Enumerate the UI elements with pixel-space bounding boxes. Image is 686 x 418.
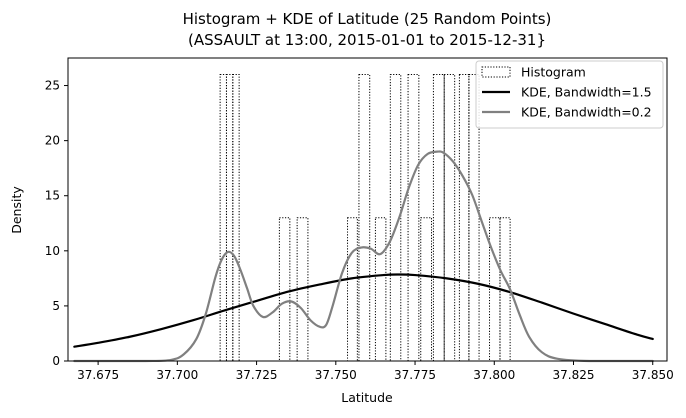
- legend-entry-label: KDE, Bandwidth=0.2: [521, 105, 652, 120]
- legend-entry-label: Histogram: [521, 65, 586, 80]
- histogram-bar: [219, 74, 227, 362]
- legend-box: [475, 60, 664, 129]
- histogram-bar: [278, 217, 291, 362]
- x-tick-label: 37.675: [77, 368, 119, 382]
- y-tick-label: 10: [45, 244, 60, 258]
- x-tick-label: 37.850: [632, 368, 674, 382]
- y-tick-label: 0: [52, 354, 60, 368]
- plot-frame: [67, 57, 668, 362]
- histogram-bar: [374, 217, 387, 362]
- kde-line-bandwidth-1-5: [73, 273, 654, 348]
- x-axis-label: Latitude: [341, 390, 393, 405]
- x-tick-label: 37.750: [315, 368, 357, 382]
- histogram-bar: [443, 74, 456, 362]
- y-tick-label: 15: [45, 189, 60, 203]
- chart-title: Histogram + KDE of Latitude (25 Random P…: [183, 10, 552, 28]
- y-axis-label: Density: [9, 186, 24, 234]
- x-tick-label: 37.825: [553, 368, 595, 382]
- x-tick-label: 37.800: [473, 368, 515, 382]
- kde-line-bandwidth-0-2: [73, 150, 654, 363]
- histogram-bar: [347, 217, 358, 362]
- x-tick-label: 37.725: [236, 368, 278, 382]
- histogram-bar: [296, 217, 309, 362]
- kde-lines: [73, 150, 654, 363]
- y-tick-label: 25: [45, 79, 60, 93]
- histogram-bar: [420, 217, 433, 362]
- histogram-bar: [358, 74, 371, 362]
- chart-subtitle: (ASSAULT at 13:00, 2015-01-01 to 2015-12…: [188, 31, 546, 49]
- histogram-bar: [232, 74, 240, 362]
- histogram-bar: [407, 74, 420, 362]
- histogram-bar: [458, 74, 470, 362]
- histogram-bar: [432, 74, 445, 362]
- legend: Histogram KDE, Bandwidth=1.5 KDE, Bandwidt…: [475, 60, 664, 129]
- y-tick-label: 20: [45, 134, 60, 148]
- legend-histogram-swatch: [481, 66, 511, 78]
- legend-entry-label: KDE, Bandwidth=1.5: [521, 85, 652, 100]
- histogram-bar: [225, 74, 234, 362]
- x-axis-ticks: 37.675 37.700 37.725 37.750 37.775 37.800 37.8…: [77, 361, 674, 382]
- x-tick-label: 37.775: [394, 368, 436, 382]
- y-axis-ticks: 0 5 10 15 20 25: [45, 79, 68, 368]
- x-tick-label: 37.700: [156, 368, 198, 382]
- y-tick-label: 5: [52, 299, 60, 313]
